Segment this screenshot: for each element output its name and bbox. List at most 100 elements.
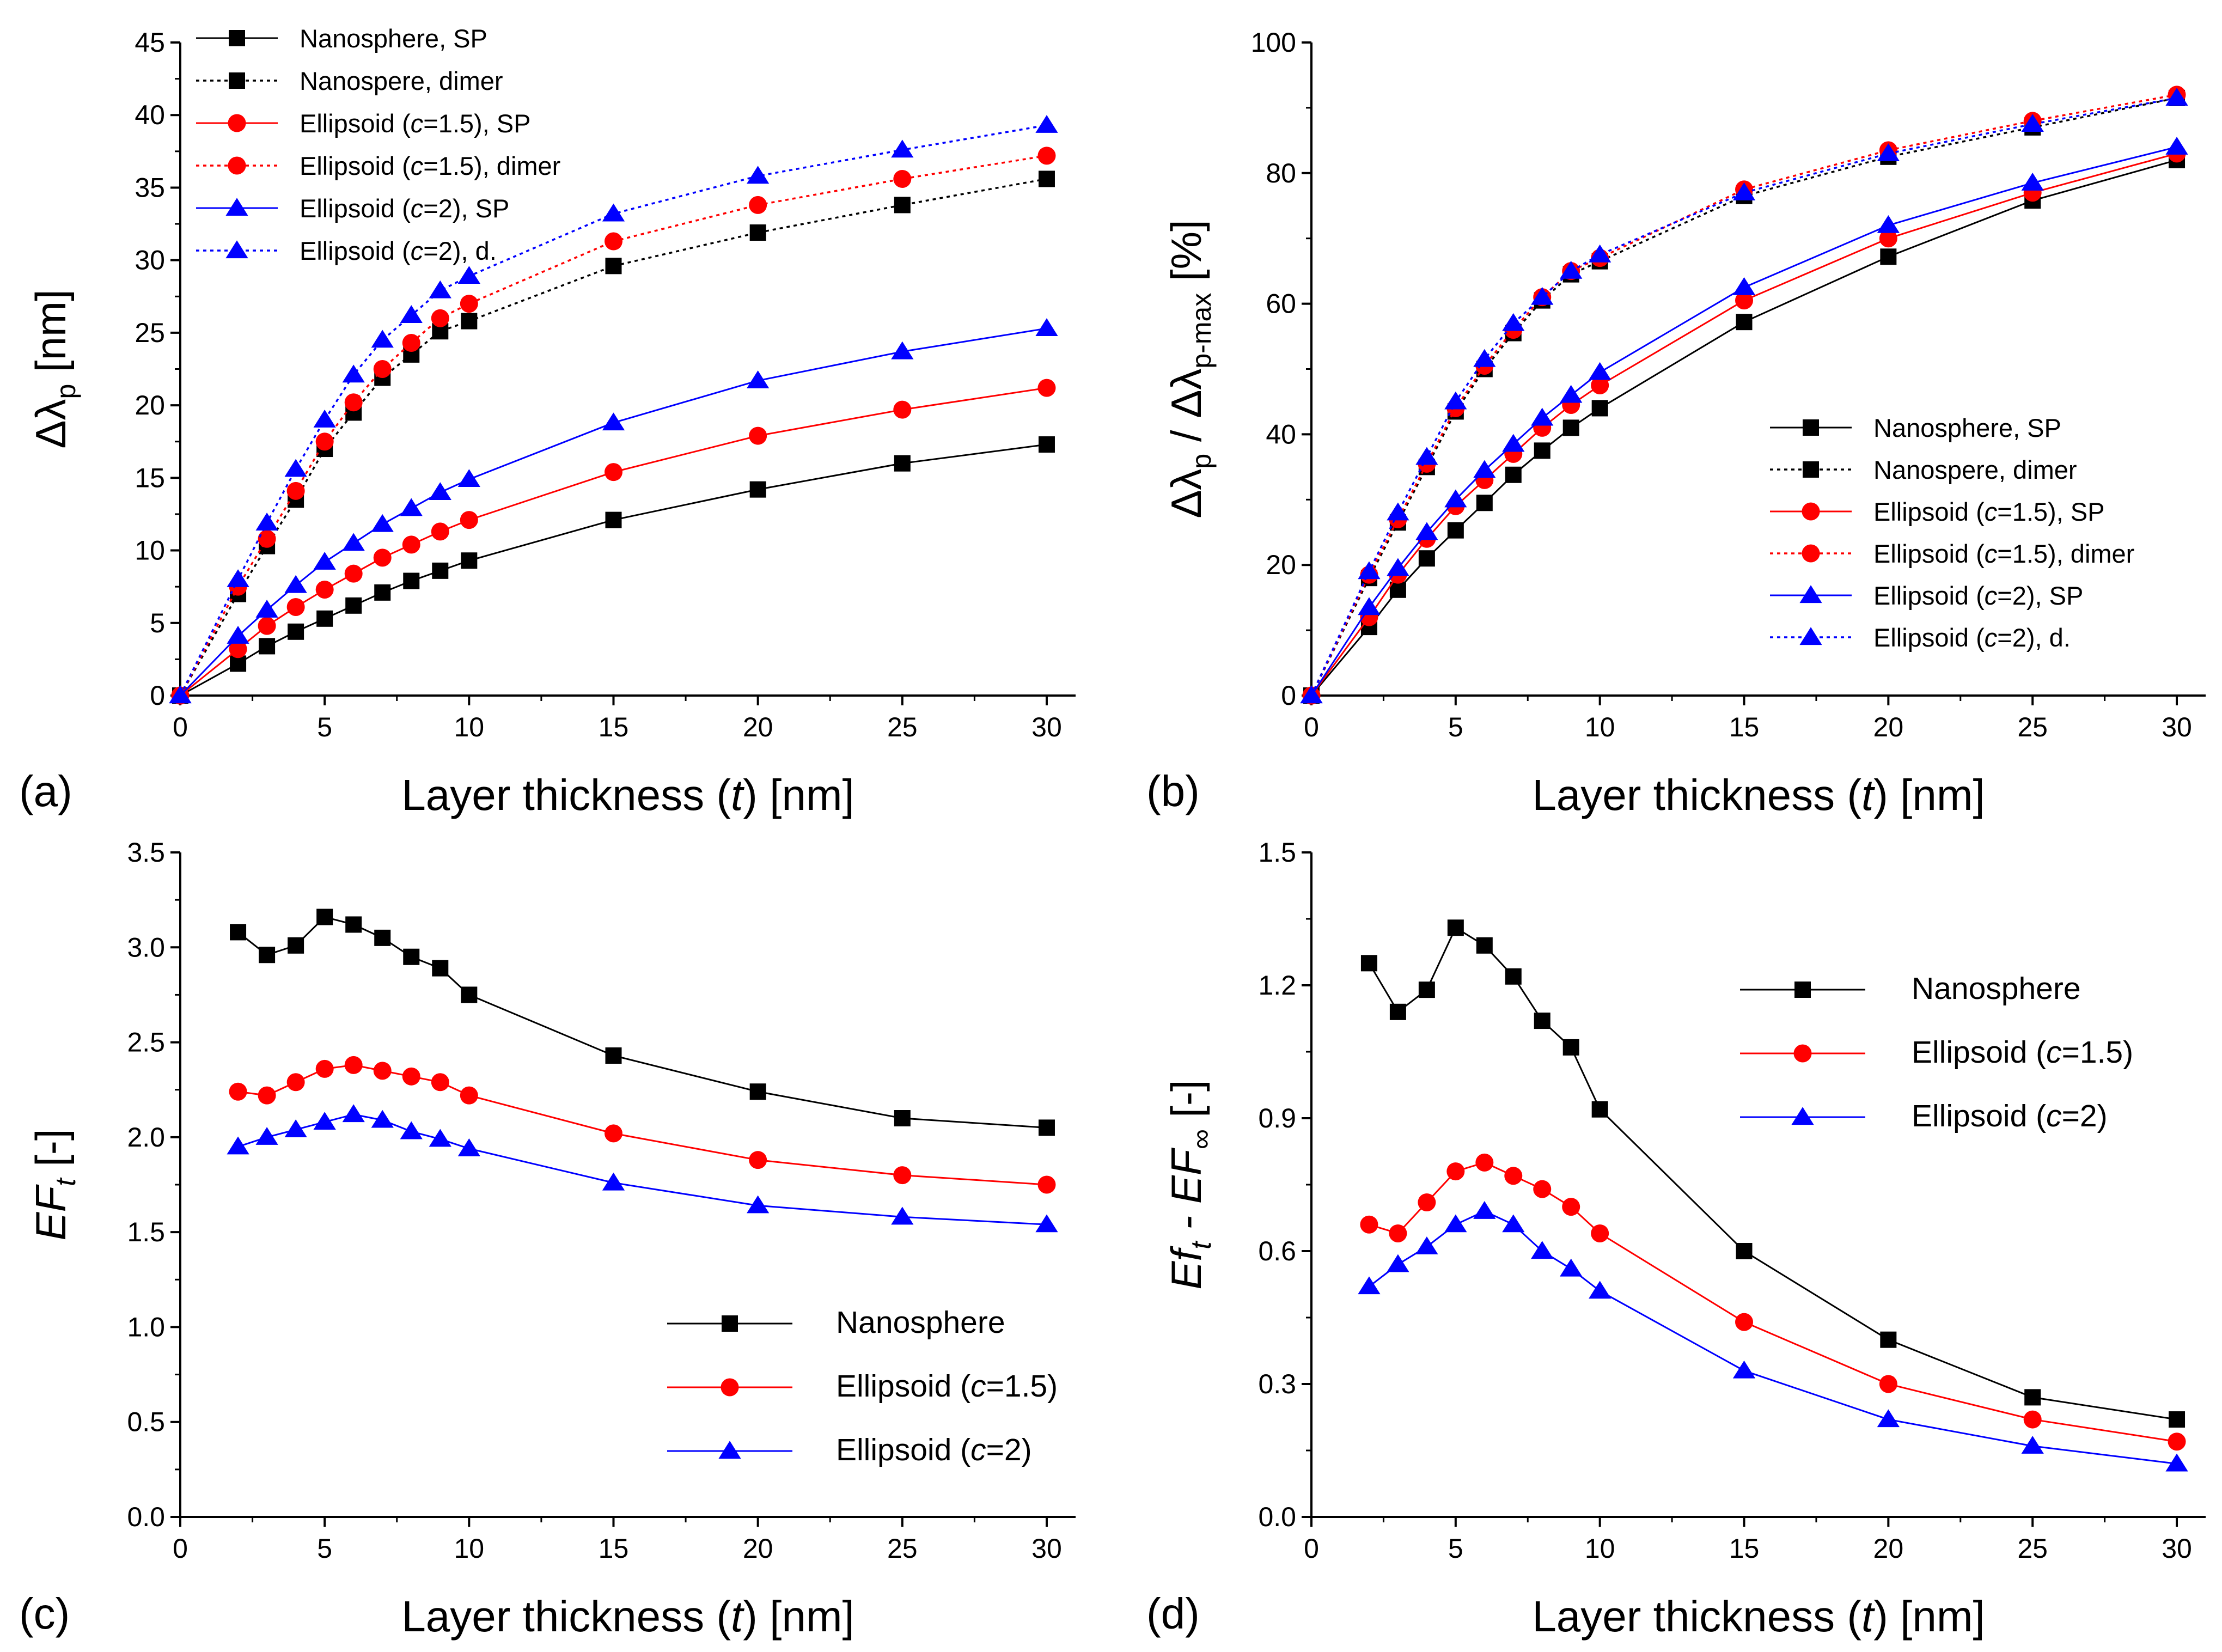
legend-label: Nanosphere, SP: [300, 24, 487, 53]
data-point: [400, 305, 423, 323]
chart-panel-a: 0 5 10 15 20 25 30 0 5 10 15 20 25 30 35 40 45 Layer thic…: [19, 24, 1076, 819]
legend-marker: [1793, 1044, 1812, 1063]
data-point: [403, 572, 420, 589]
legend-marker: [1802, 544, 1820, 563]
y-tick-label: 0.5: [127, 1407, 165, 1437]
legend-marker: [225, 198, 248, 216]
data-point: [604, 232, 622, 251]
data-point: [1389, 1003, 1406, 1020]
legend-marker: [1791, 1107, 1814, 1125]
data-point: [1473, 460, 1496, 478]
data-point: [1589, 362, 1611, 380]
data-point: [400, 498, 423, 516]
legend-marker: [225, 240, 248, 259]
panel-label: (d): [1146, 1589, 1200, 1638]
y-tick-label: 0.3: [1258, 1369, 1296, 1399]
data-point: [1360, 1215, 1378, 1234]
data-point: [460, 511, 478, 529]
data-point: [1037, 1175, 1056, 1194]
data-point: [1877, 215, 1900, 233]
data-point: [602, 412, 625, 431]
data-point: [255, 1127, 278, 1145]
x-tick-label: 25: [887, 712, 918, 742]
data-point: [1735, 1313, 1754, 1331]
data-point: [1502, 1214, 1525, 1233]
data-point: [259, 638, 276, 655]
data-point: [342, 364, 365, 383]
data-point: [373, 548, 392, 567]
x-tick-label: 0: [173, 712, 188, 742]
x-tick-label: 0: [173, 1533, 188, 1564]
x-tick-label: 5: [317, 1533, 332, 1564]
data-point: [1736, 1243, 1753, 1259]
data-point: [374, 584, 391, 601]
data-point: [1038, 170, 1055, 187]
x-tick-label: 20: [743, 712, 773, 742]
x-tick-label: 5: [317, 712, 332, 742]
y-tick-label: 0: [1281, 680, 1296, 711]
y-tick-label: 40: [1266, 419, 1296, 449]
legend-marker: [1799, 627, 1822, 645]
data-point: [1562, 1039, 1579, 1056]
data-point: [1534, 1013, 1550, 1029]
data-point: [1389, 1224, 1407, 1242]
data-point: [1447, 919, 1464, 936]
data-point: [1505, 968, 1522, 985]
data-point: [1418, 1193, 1436, 1212]
data-point: [258, 1086, 276, 1105]
data-point: [1444, 489, 1467, 508]
x-axis-label: Layer thickness (t) [nm]: [1532, 1592, 1985, 1641]
data-point: [749, 196, 767, 214]
x-tick-label: 25: [2017, 1533, 2048, 1564]
y-tick-label: 35: [135, 172, 165, 203]
data-point: [1358, 597, 1381, 615]
data-point: [2021, 173, 2044, 191]
data-point: [457, 1138, 480, 1156]
legend-label: Ellipsoid (c=2): [1912, 1099, 2108, 1133]
data-point: [227, 626, 249, 644]
y-tick-label: 0.0: [127, 1502, 165, 1532]
data-point: [891, 139, 914, 158]
legend-label: Nanosphere, SP: [1873, 413, 2061, 442]
data-point: [1531, 407, 1554, 426]
data-point: [313, 410, 336, 428]
data-point: [1387, 502, 1409, 521]
series-line: [179, 327, 1047, 697]
y-tick-label: 15: [135, 462, 165, 493]
data-point: [457, 266, 480, 284]
data-point: [1035, 1214, 1058, 1233]
y-tick-label: 20: [1266, 550, 1296, 580]
x-tick-label: 0: [1304, 712, 1319, 742]
panel-label: (b): [1146, 767, 1200, 815]
y-tick-label: 3.5: [127, 837, 165, 868]
x-tick-label: 10: [1585, 1533, 1615, 1564]
data-point: [1533, 1180, 1552, 1198]
data-point: [1732, 182, 1756, 200]
legend: Nanosphere, SP Nanospere, dimer Ellipsoid …: [196, 24, 560, 265]
data-point: [1038, 436, 1055, 453]
y-tick-label: 2.0: [127, 1122, 165, 1153]
series-line: [1310, 146, 2177, 696]
data-point: [1415, 1236, 1438, 1254]
y-tick-label: 80: [1266, 158, 1296, 188]
series-line: [237, 916, 1047, 1129]
legend-marker: [721, 1378, 739, 1397]
legend-marker: [1802, 502, 1820, 521]
x-tick-label: 25: [2017, 712, 2048, 742]
data-point: [1444, 1214, 1467, 1233]
data-point: [893, 400, 912, 419]
data-point: [373, 360, 392, 378]
data-point: [431, 309, 449, 327]
data-point: [1475, 1153, 1494, 1172]
y-tick-label: 60: [1266, 289, 1296, 319]
x-tick-label: 30: [1031, 712, 1062, 742]
series-ellipsoid-c-1-5-dimer: [171, 147, 1056, 705]
y-axis-label: Δλp [nm]: [27, 289, 81, 448]
legend-marker: [229, 30, 245, 46]
data-point: [1502, 313, 1525, 331]
series-nanosphere: [1360, 919, 2186, 1428]
data-point: [288, 623, 304, 640]
data-point: [1879, 1375, 1897, 1393]
data-point: [1037, 147, 1056, 165]
legend-marker: [718, 1441, 741, 1459]
